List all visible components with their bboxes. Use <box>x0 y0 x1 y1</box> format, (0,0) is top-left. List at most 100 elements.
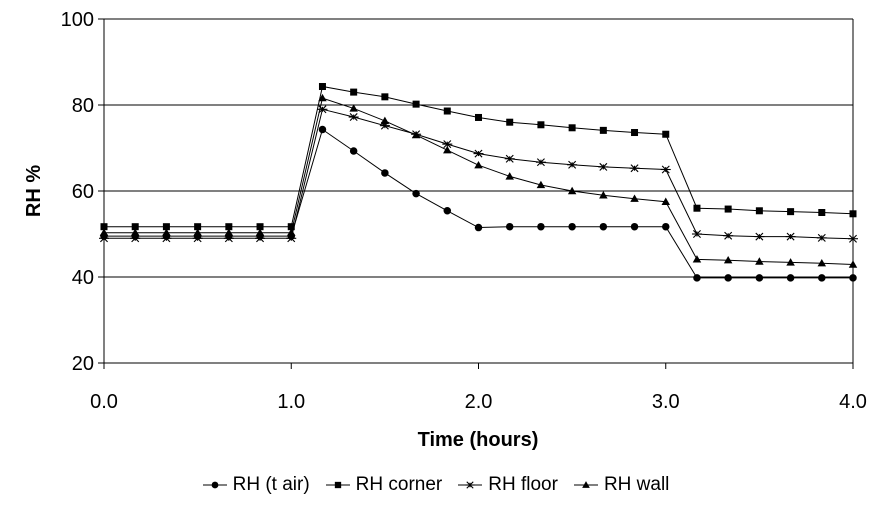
data-point <box>818 209 826 216</box>
y-tick-label: 20 <box>72 353 94 375</box>
data-point <box>475 113 482 121</box>
data-point <box>474 223 483 232</box>
data-point <box>754 232 765 241</box>
data-point <box>505 172 514 180</box>
data-point <box>724 205 732 213</box>
data-point <box>787 208 795 216</box>
data-point <box>443 207 452 215</box>
data-point <box>691 230 702 238</box>
data-point <box>848 234 858 243</box>
data-point <box>660 165 671 174</box>
legend-item: RH wall <box>573 474 670 496</box>
y-axis-label: RH % <box>23 165 45 217</box>
data-point <box>631 129 639 137</box>
legend-swatch <box>202 481 227 489</box>
legend-item: RH (t air) <box>202 474 310 496</box>
data-point <box>537 121 545 129</box>
series-line <box>104 97 854 266</box>
data-point <box>412 189 420 198</box>
data-point <box>161 234 172 243</box>
legend: RH (t air) RH corner RH floor RH wall <box>0 472 872 498</box>
data-point <box>630 194 639 202</box>
data-point <box>692 255 702 263</box>
y-tick-label: 80 <box>72 95 94 117</box>
data-point <box>318 125 327 134</box>
data-point <box>536 180 546 189</box>
data-point <box>381 169 389 177</box>
data-point <box>318 93 327 102</box>
data-point <box>350 88 358 96</box>
data-point <box>785 232 796 241</box>
data-point <box>474 160 483 169</box>
data-point <box>817 258 827 267</box>
data-point <box>443 145 452 154</box>
axes <box>98 18 854 369</box>
data-point <box>162 228 171 236</box>
data-point <box>318 83 326 91</box>
data-point <box>755 274 764 282</box>
data-point <box>412 100 420 108</box>
data-point <box>131 223 139 231</box>
data-point <box>724 274 732 282</box>
data-point <box>100 223 108 231</box>
x-tick-label: 0.0 <box>90 391 118 413</box>
data-point <box>661 197 670 205</box>
data-point <box>287 223 295 231</box>
data-point <box>723 255 733 264</box>
data-point <box>755 207 763 215</box>
data-point <box>442 140 453 149</box>
data-point <box>629 164 640 173</box>
data-point <box>286 234 297 243</box>
data-point <box>568 222 576 231</box>
legend-label: RH (t air) <box>232 474 310 495</box>
legend-swatch <box>458 481 483 489</box>
data-point <box>693 204 701 212</box>
data-point <box>662 222 670 231</box>
data-point <box>162 223 170 231</box>
legend-swatch <box>573 481 598 488</box>
legend-item: RH corner <box>325 474 442 496</box>
series-line <box>104 108 854 240</box>
data-point <box>599 126 607 134</box>
data-point <box>349 147 358 155</box>
data-point <box>535 158 546 167</box>
data-point <box>99 228 109 236</box>
data-point <box>256 223 264 231</box>
data-point <box>816 233 827 242</box>
data-point <box>598 162 609 171</box>
data-point <box>255 228 265 236</box>
data-point <box>818 274 826 282</box>
data-point <box>194 223 202 231</box>
data-point <box>317 105 328 114</box>
data-point <box>380 116 390 125</box>
tick-labels: 20 40 60 80 100 0.0 1.0 2.0 3.0 4.0 <box>61 9 867 413</box>
data-point <box>255 234 266 243</box>
data-point <box>693 274 701 282</box>
data-point <box>193 228 202 236</box>
gridlines <box>104 18 853 364</box>
data-point <box>630 222 639 231</box>
legend-label: RH wall <box>603 474 670 495</box>
y-tick-label: 60 <box>72 181 94 203</box>
data-point <box>568 124 576 132</box>
data-point <box>99 234 109 243</box>
x-tick-label: 1.0 <box>277 391 305 413</box>
data-point <box>505 222 514 231</box>
data-point <box>411 130 421 139</box>
x-tick-label: 4.0 <box>839 391 867 413</box>
data-point <box>443 107 451 115</box>
legend-label: RH floor <box>488 474 558 495</box>
series-line <box>104 85 854 228</box>
data-point <box>849 274 857 282</box>
data-point <box>225 223 233 231</box>
data-point <box>567 186 577 195</box>
legend-swatch <box>325 481 350 489</box>
data-point <box>349 104 358 112</box>
data-point <box>849 210 857 218</box>
data-point <box>786 274 795 282</box>
data-point <box>348 113 359 122</box>
data-point <box>723 231 734 240</box>
x-axis-label: Time (hours) <box>418 429 539 451</box>
data-point <box>473 149 484 158</box>
